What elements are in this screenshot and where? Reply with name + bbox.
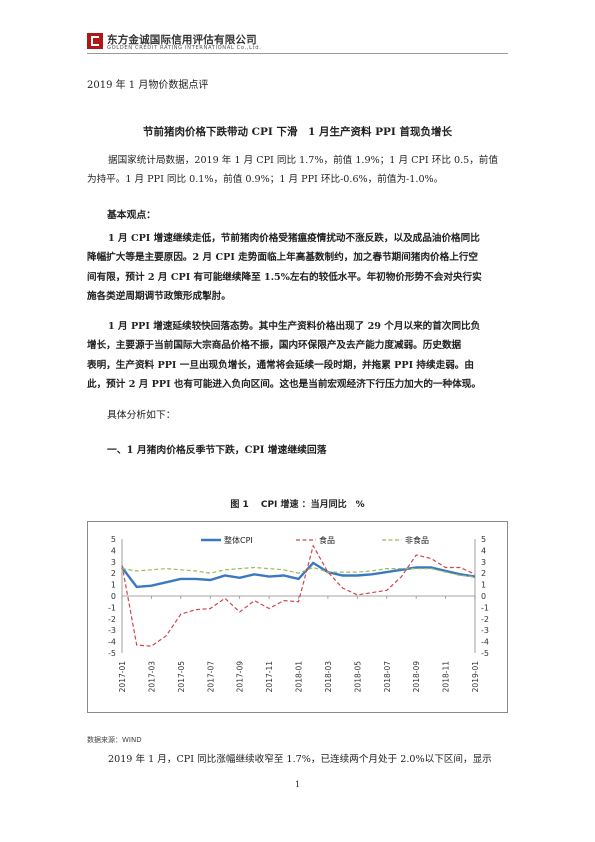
main-title: 节前猪肉价格下跌带动 CPI 下滑 1 月生产资料 PPI 首现负增长 <box>143 126 452 138</box>
company-name-cn: 东方金诚国际信用评估有限公司 <box>107 34 257 46</box>
y-tick-label-right: -2 <box>481 615 489 624</box>
y-tick-label-left: -2 <box>108 615 116 624</box>
y-tick-label-right: 5 <box>481 535 486 544</box>
figure-title: 图 1 CPI 增速 ：当月同比 % <box>230 500 365 510</box>
x-tick-label: 2018-09 <box>412 661 421 693</box>
views-heading: 基本观点： <box>107 210 156 221</box>
y-tick-label-right: -4 <box>481 638 489 647</box>
series-line-3 <box>121 566 476 578</box>
view1-line: 1 月 CPI 增速继续走低，节前猪肉价格受猪瘟疫情扰动不涨反跌，以及成品油价格… <box>108 233 480 244</box>
chart-frame: -5 -5 -4 -4 -3 -3 -2 -2 -1 -1 0 0 1 1 2 2 3 3 4 4 5 5 2017-01 2… <box>87 521 508 713</box>
x-tick-label: 2017-09 <box>236 661 245 693</box>
x-tick-label: 2017-07 <box>206 661 215 693</box>
x-tick-label: 2017-05 <box>177 661 186 693</box>
x-tick-label: 2017-11 <box>265 661 274 693</box>
analysis-intro: 具体分析如下： <box>107 410 176 421</box>
y-tick-label-left: -4 <box>108 638 116 647</box>
view-paragraph-1: 1 月 CPI 增速继续走低，节前猪肉价格受猪瘟疫情扰动不涨反跌，以及成品油价格… <box>87 229 508 306</box>
y-tick-label-right: 0 <box>481 592 486 601</box>
y-tick-label-left: -1 <box>108 603 116 612</box>
view2-line: 表明，生产资料 PPI 一旦出现负增长，通常将会延续一段时期，并拖累 PPI 持… <box>87 359 474 371</box>
legend-label: 食品 <box>319 535 335 545</box>
y-tick-label-right: 2 <box>481 569 486 578</box>
header-divider <box>87 53 508 54</box>
company-logo <box>87 33 103 49</box>
view-paragraph-2: 1 月 PPI 增速延续较快回落态势。其中生产资料价格出现了 29 个月以来的首… <box>87 317 508 394</box>
company-name-en: GOLDEN CREDIT RATING INTERNATIONAL Co.,L… <box>107 45 262 51</box>
y-tick-label-right: 4 <box>481 546 486 555</box>
page-number: 1 <box>294 780 301 789</box>
section-heading-1: 一、1 月猪肉价格反季节下跌，CPI 增速继续回落 <box>107 445 327 456</box>
y-tick-label-right: -3 <box>481 626 489 635</box>
x-tick-label: 2018-05 <box>353 661 362 693</box>
x-tick-label: 2018-03 <box>324 661 333 693</box>
x-tick-label: 2018-01 <box>295 661 304 693</box>
y-tick-label-left: -3 <box>108 626 116 635</box>
y-tick-label-left: 1 <box>111 581 116 590</box>
y-tick-label-right: 1 <box>481 581 486 590</box>
x-tick-label: 2018-07 <box>383 661 392 693</box>
bottom-paragraph: 2019 年 1 月，CPI 同比涨幅继续收窄至 1.7%，已连续两个月处于 2… <box>87 750 508 769</box>
view1-line: 施各类逆周期调节政策形成掣肘。 <box>87 290 231 302</box>
data-source: 数据来源：WIND <box>87 736 142 744</box>
cpi-line-chart: -5 -5 -4 -4 -3 -3 -2 -2 -1 -1 0 0 1 1 2 2 3 3 4 4 5 5 2017-01 2… <box>108 535 489 693</box>
report-date-title: 2019 年 1 月物价数据点评 <box>87 80 209 91</box>
bottom-line: 2019 年 1 月，CPI 同比涨幅继续收窄至 1.7%，已连续两个月处于 2… <box>108 754 492 765</box>
x-tick-label: 2017-01 <box>118 661 127 693</box>
y-tick-label-right: 3 <box>481 558 486 567</box>
intro-paragraph: 据国家统计局数据，2019 年 1 月 CPI 同比 1.7%，前值 1.9%；… <box>87 151 508 190</box>
legend-label: 非食品 <box>405 535 429 545</box>
view1-line: 降幅扩大等是主要原因。2 月 CPI 走势面临上年高基数制约，加之春节期间猪肉价… <box>87 252 479 264</box>
x-tick-label: 2018-11 <box>442 661 451 693</box>
y-tick-label-right: -1 <box>481 603 489 612</box>
legend-label: 整体CPI <box>224 535 253 545</box>
series-line-2 <box>121 544 476 647</box>
view2-line: 增长，主要源于当前国际大宗商品价格不振，国内环保限产及去产能力度减弱。历史数据 <box>87 340 462 352</box>
y-tick-label-right: -5 <box>481 649 489 658</box>
view2-line: 此，预计 2 月 PPI 也有可能进入负向区间。这也是当前宏观经济下行压力加大的… <box>87 378 481 390</box>
intro-line: 据国家统计局数据，2019 年 1 月 CPI 同比 1.7%，前值 1.9%；… <box>108 155 498 166</box>
y-tick-label-left: 3 <box>111 558 116 567</box>
intro-line: 为持平。1 月 PPI 同比 0.1%，前值 0.9%；1 月 PPI 环比-0… <box>87 174 444 186</box>
x-tick-label: 2017-03 <box>147 661 156 693</box>
y-tick-label-left: -5 <box>108 649 116 658</box>
view2-line: 1 月 PPI 增速延续较快回落态势。其中生产资料价格出现了 29 个月以来的首… <box>108 321 481 332</box>
view1-line: 间有限，预计 2 月 CPI 有可能继续降至 1.5%左右的较低水平。年初物价形… <box>87 271 482 283</box>
y-tick-label-left: 4 <box>111 546 116 555</box>
y-tick-label-left: 2 <box>111 569 116 578</box>
y-tick-label-left: 0 <box>111 592 116 601</box>
series-line-1 <box>121 561 476 589</box>
y-tick-label-left: 5 <box>111 535 116 544</box>
x-tick-label: 2019-01 <box>471 661 480 693</box>
